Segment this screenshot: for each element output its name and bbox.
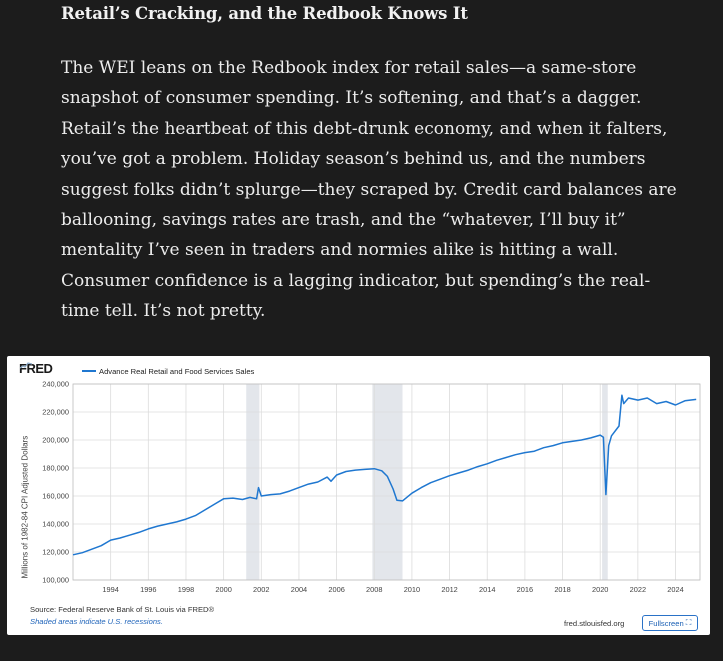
mini-graph-icon (20, 362, 32, 369)
x-tick-label: 2014 (479, 585, 495, 594)
recession-band (246, 384, 260, 580)
fullscreen-button[interactable]: Fullscreen ⛶ (642, 615, 698, 631)
x-tick-label: 2008 (366, 585, 382, 594)
paragraph-line: Retail’s the heartbeat of this debt-drun… (61, 118, 668, 139)
x-tick-label: 2018 (554, 585, 570, 594)
x-tick-label: 2012 (441, 585, 457, 594)
paragraph-line: The WEI leans on the Redbook index for r… (61, 58, 637, 78)
fred-chart-embed: 100,000 120,000 140,000 160,000 180,000 200,0… (7, 356, 710, 635)
fred-site-label: fred.stlouisfed.org (564, 619, 625, 628)
recession-band (372, 384, 403, 580)
section-heading: Retail’s Cracking, and the Redbook Knows… (61, 4, 468, 23)
x-tick-label: 2006 (328, 585, 344, 594)
y-tick-label: 120,000 (42, 548, 69, 557)
paragraph-line: Consumer confidence is a lagging indicat… (61, 270, 651, 291)
x-tick-label: 2024 (667, 585, 683, 594)
x-tick-label: 2002 (253, 585, 269, 594)
fullscreen-icon: ⛶ (685, 618, 692, 627)
paragraph-line: ballooning, savings rates are trash, and… (61, 210, 626, 231)
y-tick-label: 160,000 (42, 492, 69, 501)
paragraph-line: you’ve got a problem. Holiday season’s b… (61, 149, 646, 170)
x-tick-label: 1996 (140, 585, 156, 594)
article-paragraph: The WEI leans on the Redbook index for r… (61, 53, 677, 327)
x-tick-label: 2016 (517, 585, 533, 594)
series-line (72, 394, 697, 556)
y-tick-label: 200,000 (42, 436, 69, 445)
legend-label: Advance Real Retail and Food Services Sa… (99, 367, 255, 376)
page-bottom (0, 635, 723, 661)
x-tick-label: 2000 (215, 585, 231, 594)
chart-plot: 100,000 120,000 140,000 160,000 180,000 200,0… (42, 380, 701, 594)
paragraph-line: snapshot of consumer spending. It’s soft… (61, 88, 642, 109)
plot-frame (72, 383, 701, 581)
fred-logo-text: FRED (19, 361, 53, 376)
x-tick-label: 2004 (291, 585, 307, 594)
chart-source: Source: Federal Reserve Bank of St. Loui… (30, 605, 215, 614)
x-tick-label: 1994 (102, 585, 118, 594)
x-tick-label: 2010 (404, 585, 420, 594)
paragraph-line: time tell. It’s not pretty. (61, 301, 266, 322)
legend-swatch (82, 370, 96, 372)
y-tick-label: 220,000 (42, 408, 69, 417)
y-tick-label: 100,000 (42, 576, 69, 585)
chart-legend: Advance Real Retail and Food Services Sa… (82, 367, 254, 376)
y-tick-label: 240,000 (42, 380, 69, 389)
y-axis-label: Millions of 1982-84 CPI Adjusted Dollars (20, 435, 30, 579)
x-tick-label: 2022 (630, 585, 646, 594)
paragraph-line: mentality I’ve seen in traders and normi… (61, 240, 619, 261)
fullscreen-label: Fullscreen (648, 618, 684, 628)
fred-logo: FRED (19, 361, 53, 376)
x-tick-label: 2020 (592, 585, 608, 594)
recession-note: Shaded areas indicate U.S. recessions. (30, 617, 163, 626)
y-tick-label: 180,000 (42, 464, 69, 473)
paragraph-line: suggest folks didn’t splurge—they scrape… (61, 179, 677, 200)
y-tick-label: 140,000 (42, 520, 69, 529)
x-tick-label: 1998 (178, 585, 194, 594)
